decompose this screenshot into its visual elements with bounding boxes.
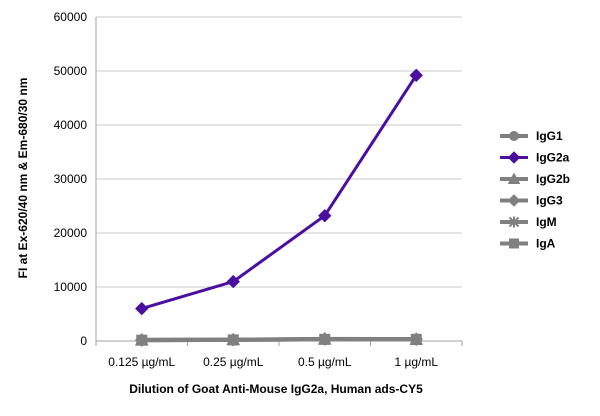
x-tick-label: 0.125 µg/mL	[108, 355, 175, 369]
legend-label-igg2a: IgG2a	[536, 151, 570, 165]
legend-marker-igg2a	[507, 151, 521, 164]
legend-label-igg3: IgG3	[536, 194, 563, 208]
y-tick-label: 50000	[54, 64, 88, 78]
legend-label-igg2b: IgG2b	[536, 172, 570, 186]
series-igg2a	[135, 68, 423, 316]
data-point-igg2a	[318, 209, 332, 223]
legend-label-igg1: IgG1	[536, 129, 563, 143]
legend-item-igg3: IgG3	[500, 194, 563, 208]
legend: IgG1 IgG2a IgG2b IgG3 IgM IgA	[500, 129, 570, 251]
series-group	[134, 68, 424, 347]
legend-item-igm: IgM	[500, 215, 557, 229]
legend-marker-igg3	[507, 194, 521, 207]
legend-marker-iga	[509, 238, 519, 249]
data-point-igg2a	[135, 301, 149, 316]
y-axis-title: FI at Ex-620/40 nm & Em-680/30 nm	[16, 78, 30, 279]
axes	[95, 17, 463, 346]
data-point-iga	[227, 334, 239, 346]
data-point-iga	[136, 334, 148, 346]
x-tick-label: 0.5 µg/mL	[298, 355, 352, 369]
data-point-igg2a	[226, 274, 240, 289]
y-tick-label: 0	[80, 334, 87, 348]
x-tick-label: 0.25 µg/mL	[203, 355, 264, 369]
data-point-igg2a	[409, 68, 423, 83]
legend-label-igm: IgM	[536, 215, 557, 229]
gridlines	[96, 16, 462, 288]
legend-marker-igg2b	[507, 172, 521, 184]
legend-item-igg2b: IgG2b	[500, 172, 570, 186]
y-tick-label: 10000	[54, 280, 88, 294]
legend-marker-igg1	[509, 131, 519, 141]
legend-item-igg2a: IgG2a	[500, 151, 570, 165]
x-axis-title: Dilution of Goat Anti-Mouse IgG2a, Human…	[129, 382, 423, 396]
legend-marker-igm	[508, 216, 520, 228]
y-tick-label: 30000	[54, 172, 88, 186]
y-tick-label: 40000	[54, 118, 88, 132]
series-iga	[136, 333, 422, 346]
series-line-iga	[141, 337, 417, 343]
y-tick-label: 60000	[54, 10, 88, 24]
x-tick-labels: 0.125 µg/mL 0.25 µg/mL 0.5 µg/mL 1 µg/mL	[108, 355, 438, 369]
y-tick-label: 20000	[54, 226, 88, 240]
data-point-iga	[319, 333, 331, 345]
x-tick-label: 1 µg/mL	[394, 355, 438, 369]
y-tick-labels: 0 10000 20000 30000 40000 50000 60000	[54, 10, 88, 348]
legend-label-iga: IgA	[536, 237, 556, 251]
legend-item-igg1: IgG1	[500, 129, 563, 143]
data-point-iga	[410, 333, 422, 345]
series-line-igg2a	[141, 74, 418, 311]
legend-item-iga: IgA	[500, 237, 556, 251]
